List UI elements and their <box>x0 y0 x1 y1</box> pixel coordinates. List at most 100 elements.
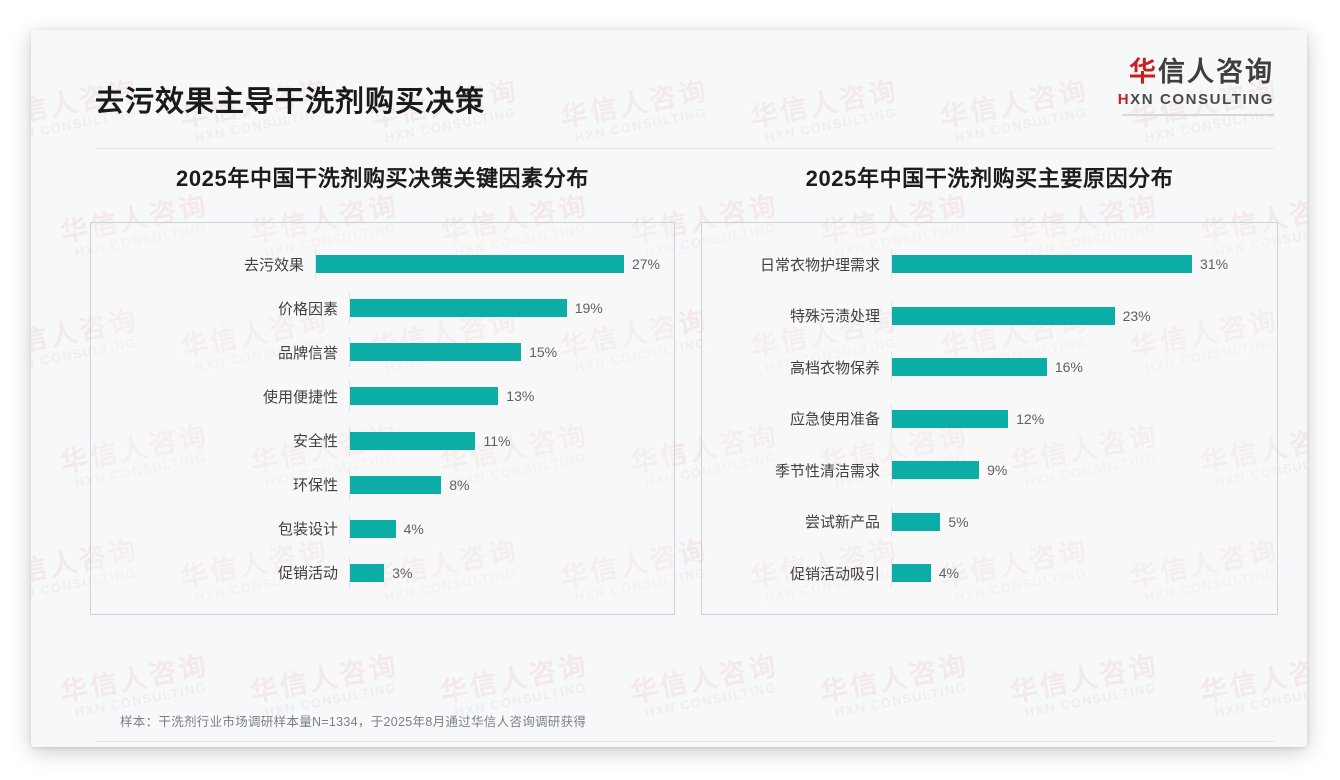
bar-track: 15% <box>349 337 660 368</box>
watermark-cn: 华信人咨询 <box>58 650 212 709</box>
chart-title-left: 2025年中国干洗剂购买决策关键因素分布 <box>176 166 589 191</box>
bar-category-label: 使用便捷性 <box>262 388 338 406</box>
bar-value-label: 15% <box>529 344 558 361</box>
chart-panel-left: 去污效果 27% 价格因素 19% 品牌信誉 15% 使用便捷性 13% 安全性 11% 环保性 8%… <box>90 222 675 615</box>
bar-value-label: 8% <box>449 476 470 493</box>
charts-container: 2025年中国干洗剂购买决策关键因素分布 去污效果 27% 价格因素 19% 品牌信誉 1… <box>31 161 1307 615</box>
slide-header: 去污效果主导干洗剂购买决策 华信人咨询 HXN CONSULTING <box>31 30 1307 122</box>
header-divider <box>95 148 1274 149</box>
bar-row: 日常衣物护理需求 31% <box>702 249 1263 279</box>
chart-panel-right: 日常衣物护理需求 31% 特殊污渍处理 23% 高档衣物保养 16% 应急使用准备 12% 季节… <box>701 222 1278 615</box>
bar-row: 包装设计 4% <box>91 513 660 544</box>
bar-category-label: 促销活动 <box>277 565 338 583</box>
brand-name-en: HXN CONSULTING <box>1118 91 1274 108</box>
bar-track: 16% <box>891 352 1263 382</box>
brand-logo: 华信人咨询 HXN CONSULTING <box>1118 57 1274 116</box>
bar-category-label: 促销活动吸引 <box>789 565 880 583</box>
bar-fill <box>350 343 522 362</box>
bar-track: 3% <box>349 557 660 588</box>
bar-track: 23% <box>891 300 1263 331</box>
bar-value-label: 11% <box>483 432 511 449</box>
bar-fill <box>892 512 941 531</box>
bar-row: 环保性 8% <box>91 469 660 500</box>
bar-track: 9% <box>891 455 1263 485</box>
sample-note: 样本：干洗剂行业市场调研样本量N=1334，于2025年8月通过华信人咨询调研获… <box>120 715 587 729</box>
bar-value-label: 4% <box>938 565 959 581</box>
chart-block-right: 2025年中国干洗剂购买主要原因分布 日常衣物护理需求 31% 特殊污渍处理 23% 高… <box>701 161 1278 615</box>
bar-fill <box>892 306 1115 325</box>
watermark-cn: 华信人咨询 <box>818 650 972 709</box>
bar-fill <box>892 255 1192 273</box>
bar-track: 27% <box>314 249 660 279</box>
bar-row: 季节性清洁需求 9% <box>702 455 1263 485</box>
watermark-cn: 华信人咨询 <box>248 650 402 709</box>
bar-row: 使用便捷性 13% <box>91 381 660 412</box>
watermark-en: HXN CONSULTING <box>643 680 779 721</box>
bar-track: 31% <box>891 249 1263 279</box>
bar-fill <box>892 461 980 479</box>
bar-value-label: 23% <box>1122 307 1151 324</box>
bar-row: 特殊污渍处理 23% <box>702 300 1263 331</box>
chart-title-right: 2025年中国干洗剂购买主要原因分布 <box>805 166 1174 191</box>
bar-value-label: 5% <box>948 513 969 530</box>
bar-fill <box>350 431 476 450</box>
watermark-en: HXN CONSULTING <box>1213 680 1307 721</box>
brand-en-rest: XN CONSULTING <box>1130 90 1274 108</box>
watermark-cn: 华信人咨询 <box>1008 650 1162 709</box>
bar-category-label: 季节性清洁需求 <box>774 462 880 480</box>
bar-value-label: 13% <box>506 388 535 405</box>
bar-category-label: 环保性 <box>292 477 338 495</box>
brand-cn-rest: 信人咨询 <box>1158 57 1274 87</box>
bar-value-label: 12% <box>1016 410 1045 427</box>
bar-track: 4% <box>349 513 660 544</box>
bar-row: 高档衣物保养 16% <box>702 352 1263 382</box>
watermark-en: HXN CONSULTING <box>833 680 969 721</box>
bar-category-label: 品牌信誉 <box>277 344 338 362</box>
watermark-cn: 华信人咨询 <box>1198 650 1307 709</box>
bar-track: 5% <box>891 506 1263 537</box>
bar-track: 11% <box>349 425 660 456</box>
bar-fill <box>350 519 396 538</box>
bar-fill <box>892 409 1009 428</box>
bar-row: 尝试新产品 5% <box>702 506 1263 537</box>
bar-fill <box>892 564 931 582</box>
bar-category-label: 去污效果 <box>243 256 304 274</box>
brand-name-cn: 华信人咨询 <box>1118 57 1274 88</box>
brand-underline <box>1122 113 1274 116</box>
bar-track: 8% <box>349 469 660 500</box>
bar-value-label: 27% <box>631 256 660 272</box>
chart-block-left: 2025年中国干洗剂购买决策关键因素分布 去污效果 27% 价格因素 19% 品牌信誉 1… <box>90 161 675 615</box>
slide-canvas: 华信人咨询 HXN CONSULTING 华信人咨询 HXN CONSULTING 华信… <box>31 30 1307 747</box>
bar-fill <box>350 475 442 494</box>
bar-category-label: 尝试新产品 <box>804 514 880 531</box>
bar-row: 安全性 11% <box>91 425 660 456</box>
bar-track: 13% <box>349 381 660 412</box>
bar-category-label: 安全性 <box>292 433 338 451</box>
bar-value-label: 16% <box>1054 359 1083 375</box>
bar-row: 促销活动吸引 4% <box>702 558 1263 588</box>
bar-row: 应急使用准备 12% <box>702 403 1263 434</box>
bar-value-label: 9% <box>987 462 1008 478</box>
bar-row: 去污效果 27% <box>91 249 660 279</box>
bar-row: 品牌信誉 15% <box>91 337 660 368</box>
bar-value-label: 19% <box>574 300 603 317</box>
brand-en-highlight: H <box>1117 90 1131 108</box>
bar-category-label: 应急使用准备 <box>789 411 880 428</box>
footer-divider <box>95 741 1274 742</box>
bar-category-label: 特殊污渍处理 <box>789 308 880 325</box>
bar-fill <box>350 387 499 406</box>
bar-fill <box>315 255 624 273</box>
bar-category-label: 日常衣物护理需求 <box>759 256 880 274</box>
watermark-en: HXN CONSULTING <box>1023 680 1159 721</box>
bar-track: 19% <box>349 293 660 324</box>
bar-track: 12% <box>891 403 1263 434</box>
bar-fill <box>892 358 1047 376</box>
page-title: 去污效果主导干洗剂购买决策 <box>95 86 486 118</box>
bar-value-label: 31% <box>1200 256 1229 272</box>
bar-category-label: 价格因素 <box>277 300 338 318</box>
bar-category-label: 包装设计 <box>277 521 338 539</box>
